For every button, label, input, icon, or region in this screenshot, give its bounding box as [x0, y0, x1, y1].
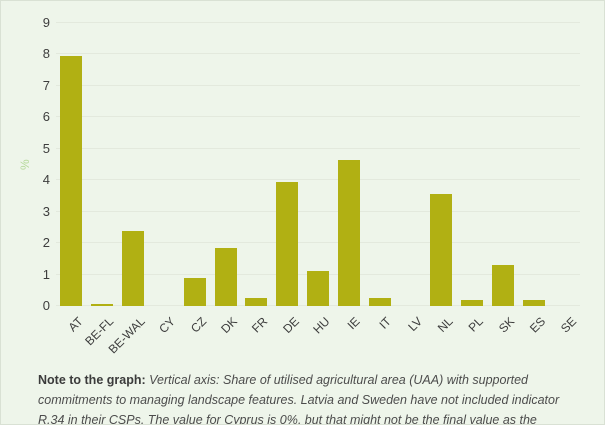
x-tick-label-ES: ES: [526, 314, 548, 336]
chart-note: Note to the graph: Vertical axis: Share …: [38, 370, 574, 425]
y-tick-label-0: 0: [42, 298, 50, 313]
x-tick-label-PL: PL: [466, 314, 487, 335]
gridline-4: [56, 179, 580, 181]
x-tick-label-AT: AT: [65, 314, 86, 335]
y-tick-label-8: 8: [42, 46, 50, 62]
bar-AT: [60, 56, 83, 306]
x-tick-label-CY: CY: [156, 314, 179, 336]
y-tick-label-9: 9: [42, 15, 50, 30]
bar-DK: [214, 247, 237, 306]
x-tick-label-DK: DK: [218, 314, 240, 336]
y-tick-label-1: 1: [42, 266, 50, 282]
x-tick-label-LV: LV: [405, 314, 425, 334]
x-tick-label-SK: SK: [495, 314, 518, 336]
bar-BE-FL: [91, 304, 114, 306]
bar-IE: [337, 159, 360, 306]
y-tick-label-3: 3: [42, 203, 50, 219]
y-tick-label-7: 7: [42, 77, 50, 93]
x-tick-label-HU: HU: [310, 314, 333, 337]
y-tick-label-2: 2: [42, 235, 50, 251]
y-axis: 0 1 2 3 4 5 6 7 8 9: [1, 16, 50, 312]
gridline-8: [56, 53, 580, 55]
bar-BE-WAL: [122, 230, 145, 306]
x-tick-label-DE: DE: [279, 314, 302, 336]
bar-IT: [368, 298, 391, 306]
x-tick-label-CZ: CZ: [187, 314, 209, 336]
x-tick-label-IT: IT: [376, 314, 394, 332]
plot-area: [56, 22, 580, 306]
bar-CZ: [183, 277, 206, 306]
chart-note-text: Vertical axis: Share of utilised agricul…: [38, 372, 560, 425]
x-tick-label-SE: SE: [557, 314, 579, 336]
y-tick-label-5: 5: [42, 140, 50, 156]
gridline-3: [56, 210, 580, 212]
gridline-2: [56, 242, 580, 244]
bar-SK: [491, 265, 514, 306]
chart-note-label: Note to the graph:: [38, 372, 146, 387]
bar-PL: [461, 299, 484, 306]
x-tick-label-NL: NL: [434, 314, 456, 336]
gridline-6: [56, 116, 580, 118]
y-tick-label-6: 6: [42, 109, 50, 125]
gridline-9: [56, 22, 580, 23]
x-axis: AT BE-FL BE-WAL CY CZ DK FR DE HU IE IT LV NL PL SK ES S…: [56, 306, 580, 356]
gridline-7: [56, 84, 580, 86]
bar-HU: [307, 271, 329, 306]
gridline-5: [56, 147, 580, 149]
x-tick-label-IE: IE: [345, 314, 364, 333]
bar-DE: [276, 181, 299, 306]
bar-ES: [522, 299, 545, 306]
bar-NL: [430, 194, 453, 306]
bar-FR: [245, 297, 268, 306]
x-tick-label-FR: FR: [249, 314, 271, 336]
y-tick-label-4: 4: [42, 172, 50, 188]
